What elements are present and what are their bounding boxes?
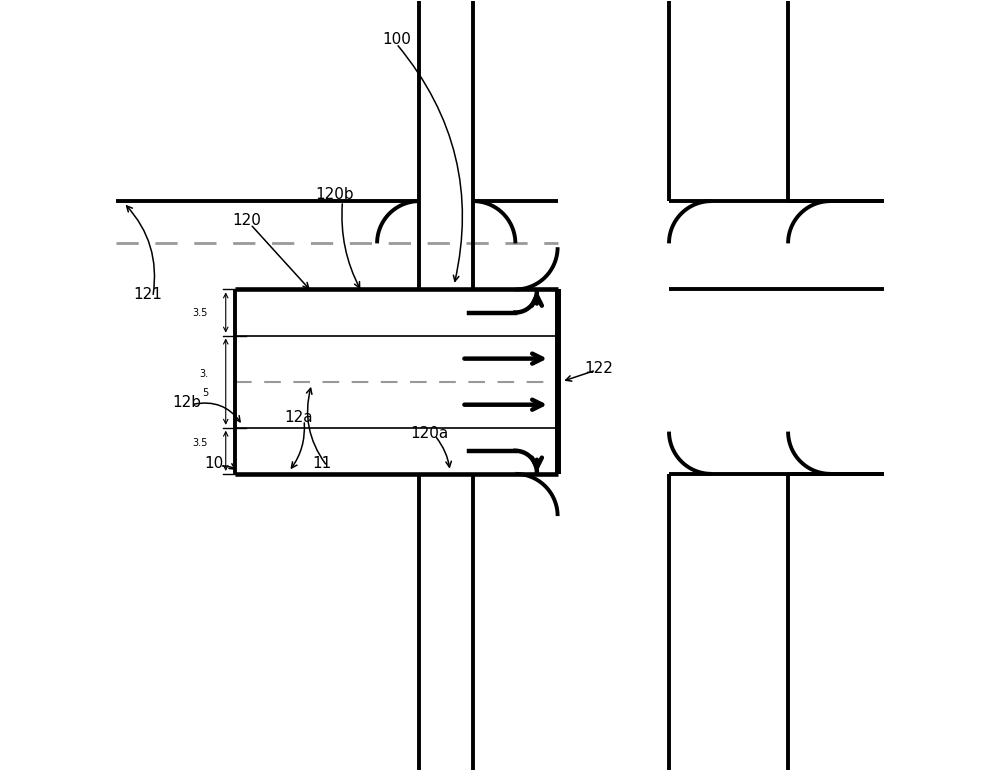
Text: 5: 5 [202, 388, 208, 398]
Text: 121: 121 [134, 288, 163, 302]
Text: 3.5: 3.5 [193, 308, 208, 318]
Text: 12b: 12b [172, 395, 201, 410]
Text: 120b: 120b [316, 187, 354, 203]
Text: 3.: 3. [199, 369, 208, 379]
Text: 120: 120 [232, 213, 261, 228]
Text: 120a: 120a [410, 426, 448, 441]
Text: 100: 100 [382, 32, 411, 47]
Text: 12a: 12a [284, 410, 313, 426]
Text: 10: 10 [205, 456, 224, 471]
Text: 3.5: 3.5 [193, 438, 208, 448]
Text: 122: 122 [584, 361, 613, 376]
Text: 11: 11 [312, 456, 331, 471]
